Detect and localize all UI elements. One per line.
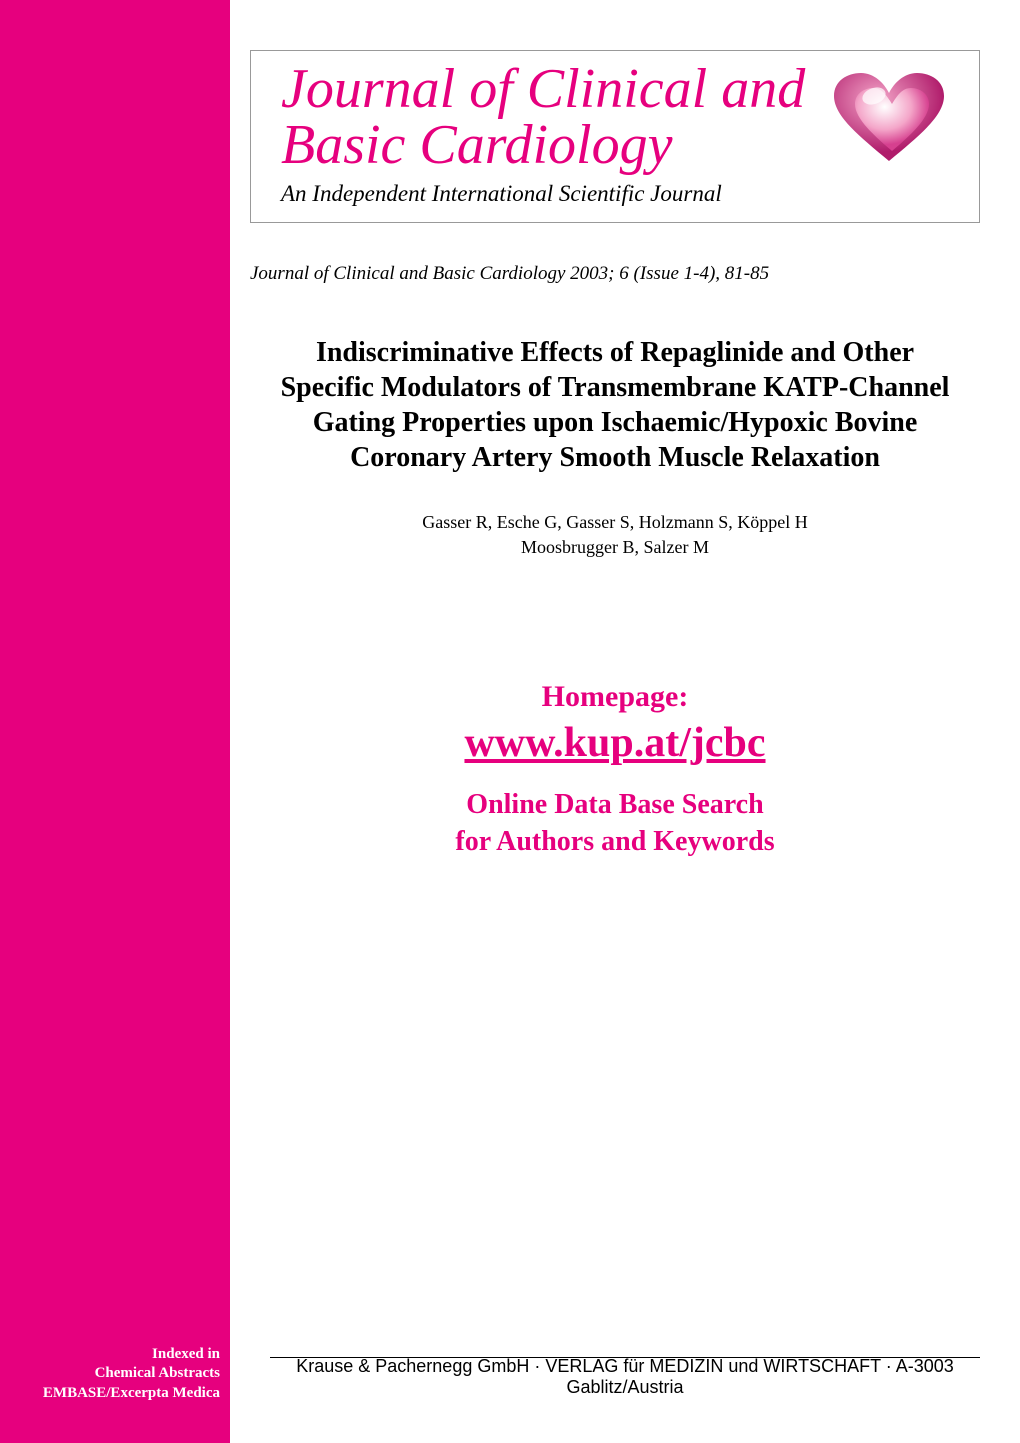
header-inner: Journal of Clinical and Basic Cardiology… <box>281 61 949 207</box>
indexed-line: EMBASE/Excerpta Medica <box>0 1384 220 1404</box>
homepage-link-area[interactable]: Homepage: www.kup.at/jcbc Online Data Ba… <box>250 680 980 860</box>
indexed-line: Chemical Abstracts <box>0 1364 220 1384</box>
authors-line: Moosbrugger B, Salzer M <box>250 535 980 560</box>
journal-subtitle: An Independent International Scientific … <box>281 181 809 207</box>
homepage-subtext-line: Online Data Base Search <box>250 787 980 823</box>
authors-block: Gasser R, Esche G, Gasser S, Holzmann S,… <box>250 510 980 560</box>
homepage-subtext-line: for Authors and Keywords <box>250 824 980 860</box>
journal-header-box: Journal of Clinical and Basic Cardiology… <box>250 50 980 223</box>
citation: Journal of Clinical and Basic Cardiology… <box>250 263 980 285</box>
indexed-line: Indexed in <box>0 1345 220 1365</box>
homepage-url: www.kup.at/jcbc <box>250 719 980 767</box>
authors-line: Gasser R, Esche G, Gasser S, Holzmann S,… <box>250 510 980 535</box>
main-content: Journal of Clinical and Basic Cardiology… <box>250 0 1020 900</box>
article-title: Indiscriminative Effects of Repaglinide … <box>250 335 980 475</box>
journal-title-block: Journal of Clinical and Basic Cardiology… <box>281 61 809 207</box>
indexed-in-block: Indexed in Chemical Abstracts EMBASE/Exc… <box>0 1345 225 1404</box>
homepage-label: Homepage: <box>250 680 980 714</box>
heart-logo-icon <box>829 71 949 171</box>
sidebar: Indexed in Chemical Abstracts EMBASE/Exc… <box>0 0 230 1443</box>
journal-title-line: Basic Cardiology <box>281 117 809 173</box>
publisher-line: Krause & Pachernegg GmbH · VERLAG für ME… <box>270 1356 980 1398</box>
journal-title-line: Journal of Clinical and <box>281 61 809 117</box>
